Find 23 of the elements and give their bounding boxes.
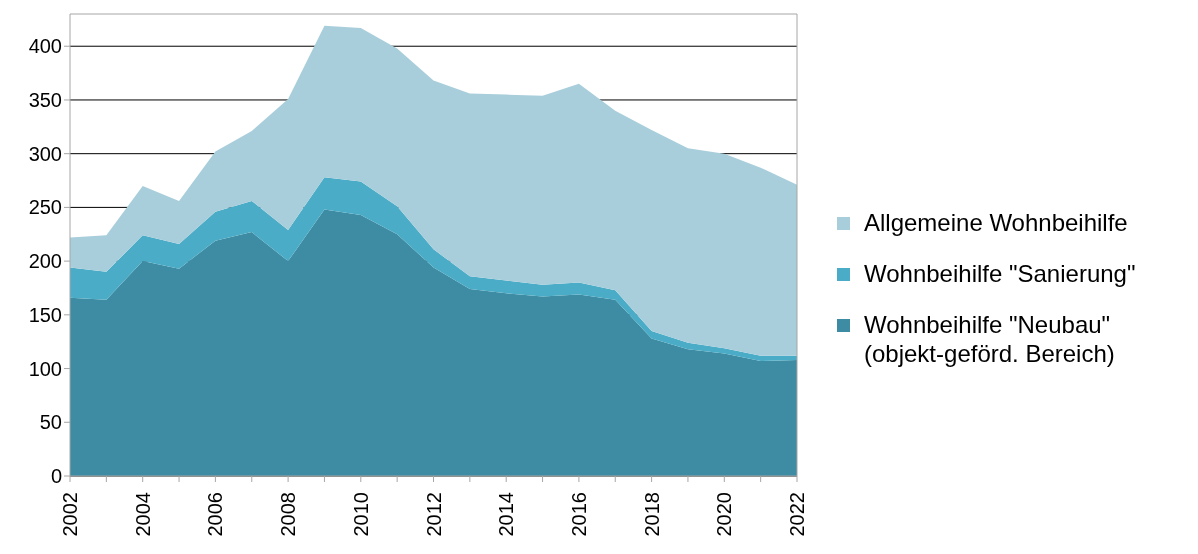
- y-tick-label: 350: [28, 89, 62, 112]
- y-tick-label: 250: [28, 196, 62, 219]
- x-tick-label: 2020: [713, 492, 736, 537]
- x-tick-label: 2004: [131, 492, 154, 537]
- y-tick-label: 400: [28, 35, 62, 58]
- y-tick-label: 200: [28, 250, 62, 273]
- x-tick-label: 2008: [277, 492, 300, 537]
- legend-label: Wohnbeihilfe "Neubau" (objekt-geförd. Bereich): [864, 310, 1116, 368]
- x-tick-label: 2022: [786, 492, 808, 537]
- y-tick-label: 0: [50, 465, 62, 488]
- x-tick-label: 2002: [59, 492, 81, 537]
- x-tick-label: 2010: [349, 492, 372, 537]
- y-tick-label: 50: [39, 411, 62, 434]
- y-tick-label: 150: [28, 303, 62, 326]
- x-tick-label: 2012: [422, 492, 445, 537]
- legend-label: Wohnbeihilfe "Sanierung": [864, 259, 1136, 288]
- x-tick-label: 2006: [204, 492, 227, 537]
- x-tick-label: 2014: [495, 492, 518, 537]
- x-tick-label: 2016: [567, 492, 590, 537]
- y-tick-label: 100: [28, 357, 62, 380]
- x-tick-label: 2018: [640, 492, 663, 537]
- y-tick-label: 300: [28, 142, 62, 165]
- legend-label: Allgemeine Wohnbeihilfe: [864, 208, 1128, 237]
